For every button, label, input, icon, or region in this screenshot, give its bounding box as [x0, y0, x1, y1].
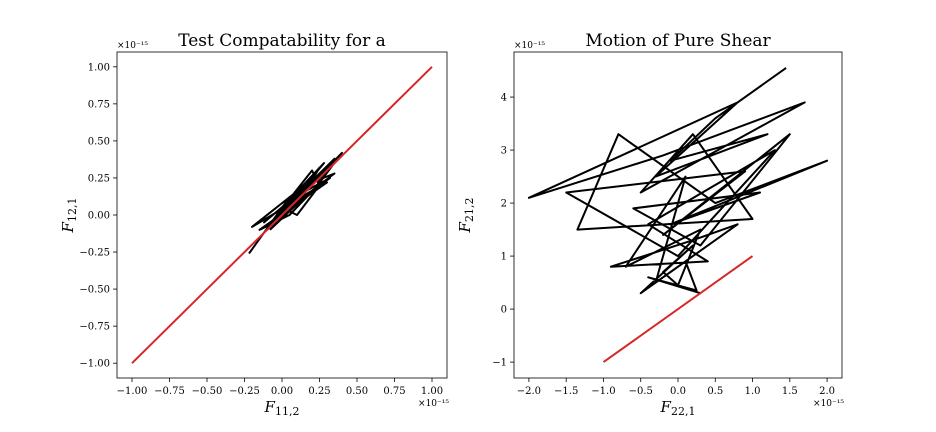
series-line-0	[527, 67, 829, 295]
chart-title: Test Compatability for a	[178, 31, 386, 51]
y-tick-label: 3	[501, 146, 507, 157]
right-chart: −2.0 −1.5 −1.0 −0.5 0.0 0.5 1.0 1.5 2.0 −1 0 1 2 3 4 Mo…	[456, 31, 844, 418]
y-tick-label: 4	[501, 93, 507, 104]
x-tick-label: 0.5	[707, 386, 723, 397]
y-tick-label: −1	[492, 358, 507, 369]
y-tick-label: 2	[501, 199, 507, 210]
x-tick-label: 2.0	[819, 386, 835, 397]
x-axis-label: F22,1	[660, 398, 696, 418]
y-axis-label: F12,1	[59, 198, 79, 234]
y-tick-label: −0.50	[79, 285, 110, 296]
x-tick-label: −1.5	[554, 386, 578, 397]
y-tick-label: 1	[501, 252, 507, 263]
y-tick-label: −0.75	[79, 322, 110, 333]
x-tick-label: −0.5	[629, 386, 653, 397]
x-tick-label: 0.50	[346, 386, 368, 397]
x-tick-label: 0.75	[383, 386, 405, 397]
series-line-0	[248, 151, 343, 255]
series-line-1	[602, 255, 754, 363]
y-tick-label: 0.50	[88, 136, 110, 147]
x-offset-text: ×10⁻¹⁵	[813, 399, 844, 409]
x-tick-label: −1.0	[591, 386, 615, 397]
y-axis-label: F21,2	[456, 198, 476, 234]
y-tick-label: 1.00	[88, 62, 110, 73]
x-tick-label: 1.0	[745, 386, 761, 397]
y-tick-label: −0.25	[79, 248, 110, 259]
y-tick-label: −1.00	[79, 359, 110, 370]
x-offset-text: ×10⁻¹⁵	[418, 399, 449, 409]
y-offset-text: ×10⁻¹⁵	[117, 41, 148, 51]
x-tick-label: −0.25	[229, 386, 260, 397]
x-tick-label: 1.00	[421, 386, 443, 397]
y-offset-text: ×10⁻¹⁵	[514, 41, 545, 51]
x-axis-label: F11,2	[264, 398, 300, 418]
y-tick-label: 0.75	[88, 99, 110, 110]
x-tick-label: −2.0	[517, 386, 541, 397]
x-tick-label: −0.50	[192, 386, 223, 397]
x-tick-label: 0.25	[308, 386, 330, 397]
plot-frame	[513, 51, 843, 379]
y-tick-label: 0.00	[88, 211, 110, 222]
x-tick-label: 1.5	[782, 386, 798, 397]
x-tick-label: −0.75	[154, 386, 185, 397]
left-chart: −1.00 −0.75 −0.50 −0.25 0.00 0.25 0.50 0.75 1.00…	[59, 31, 449, 418]
y-tick-label: 0	[501, 305, 507, 316]
x-tick-label: 0.0	[670, 386, 686, 397]
chart-title: Motion of Pure Shear	[585, 31, 771, 51]
y-tick-label: 0.25	[88, 173, 110, 184]
x-tick-label: 0.00	[271, 386, 293, 397]
series-line-1	[131, 66, 433, 364]
x-tick-label: −1.00	[117, 386, 148, 397]
